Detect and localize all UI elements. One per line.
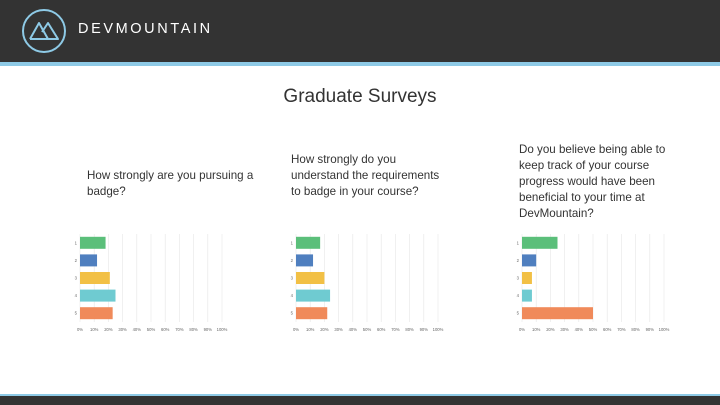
question-1: How strongly are you pursuing a badge? (87, 169, 254, 198)
x-tick-label: 20% (320, 327, 329, 332)
bottom-bar (0, 396, 720, 405)
bar (296, 236, 321, 249)
bar (296, 289, 331, 302)
y-tick-label: 4 (75, 293, 78, 298)
x-tick-label: 50% (363, 327, 372, 332)
y-tick-label: 3 (517, 276, 520, 281)
top-bar-accent-line (0, 62, 720, 66)
y-tick-label: 1 (75, 240, 78, 245)
y-tick-label: 4 (291, 293, 294, 298)
x-tick-label: 80% (189, 327, 198, 332)
bar (522, 307, 593, 320)
y-tick-label: 4 (517, 293, 520, 298)
x-tick-label: 20% (546, 327, 555, 332)
x-tick-label: 90% (646, 327, 655, 332)
devmountain-logo-icon (22, 9, 66, 53)
x-tick-label: 50% (589, 327, 598, 332)
y-tick-label: 2 (75, 258, 78, 263)
y-tick-label: 3 (291, 276, 294, 281)
question-2: How strongly do you understand the requi… (291, 153, 440, 198)
bar (522, 254, 537, 267)
page-title: Graduate Surveys (283, 86, 437, 107)
bar (80, 289, 116, 302)
bar-chart-3: 0% 10% 20% 30% 40% 50% 60% 70% 80% 90% 100% 1 2 3 4 5 (517, 234, 670, 332)
x-tick-label: 30% (334, 327, 343, 332)
x-tick-label: 80% (631, 327, 640, 332)
x-tick-label: 80% (405, 327, 414, 332)
bar (80, 272, 110, 284)
x-tick-label: 10% (306, 327, 315, 332)
y-tick-label: 5 (75, 311, 78, 316)
bar (522, 272, 532, 284)
x-tick-label: 40% (349, 327, 358, 332)
y-tick-label: 1 (291, 240, 294, 245)
x-tick-label: 40% (133, 327, 142, 332)
x-tick-label: 60% (603, 327, 612, 332)
top-bar (0, 0, 720, 62)
x-tick-label: 40% (575, 327, 584, 332)
logo-text: DEVMOUNTAIN (78, 21, 213, 37)
x-tick-label: 0% (77, 327, 83, 332)
bar-chart-1: 0% 10% 20% 30% 40% 50% 60% 70% 80% 90% 100% 1 2 3 4 5 (75, 234, 228, 332)
x-tick-label: 10% (532, 327, 541, 332)
bar (80, 236, 106, 249)
y-tick-label: 3 (75, 276, 78, 281)
x-tick-label: 30% (118, 327, 127, 332)
bar (522, 289, 532, 302)
bar (296, 272, 325, 284)
y-tick-label: 2 (291, 258, 294, 263)
x-tick-label: 90% (420, 327, 429, 332)
x-tick-label: 100% (433, 327, 444, 332)
question-3: Do you believe being able to keep track … (519, 143, 666, 220)
x-tick-label: 70% (175, 327, 184, 332)
x-tick-label: 70% (391, 327, 400, 332)
y-tick-label: 5 (517, 311, 520, 316)
bar-chart-2: 0% 10% 20% 30% 40% 50% 60% 70% 80% 90% 100% 1 2 3 4 5 (291, 234, 444, 332)
bar (522, 236, 558, 249)
x-tick-label: 60% (161, 327, 170, 332)
y-tick-label: 5 (291, 311, 294, 316)
y-tick-label: 2 (517, 258, 520, 263)
x-tick-label: 70% (617, 327, 626, 332)
x-tick-label: 90% (204, 327, 213, 332)
bar (80, 307, 113, 320)
x-tick-label: 0% (293, 327, 299, 332)
y-tick-label: 1 (517, 240, 520, 245)
bar (296, 254, 314, 267)
x-tick-label: 10% (90, 327, 99, 332)
bottom-bar-accent-line (0, 394, 720, 396)
x-tick-label: 50% (147, 327, 156, 332)
x-tick-label: 20% (104, 327, 113, 332)
x-tick-label: 100% (659, 327, 670, 332)
x-tick-label: 60% (377, 327, 386, 332)
bar (80, 254, 98, 267)
bar (296, 307, 328, 320)
x-tick-label: 0% (519, 327, 525, 332)
x-tick-label: 30% (560, 327, 569, 332)
x-tick-label: 100% (217, 327, 228, 332)
